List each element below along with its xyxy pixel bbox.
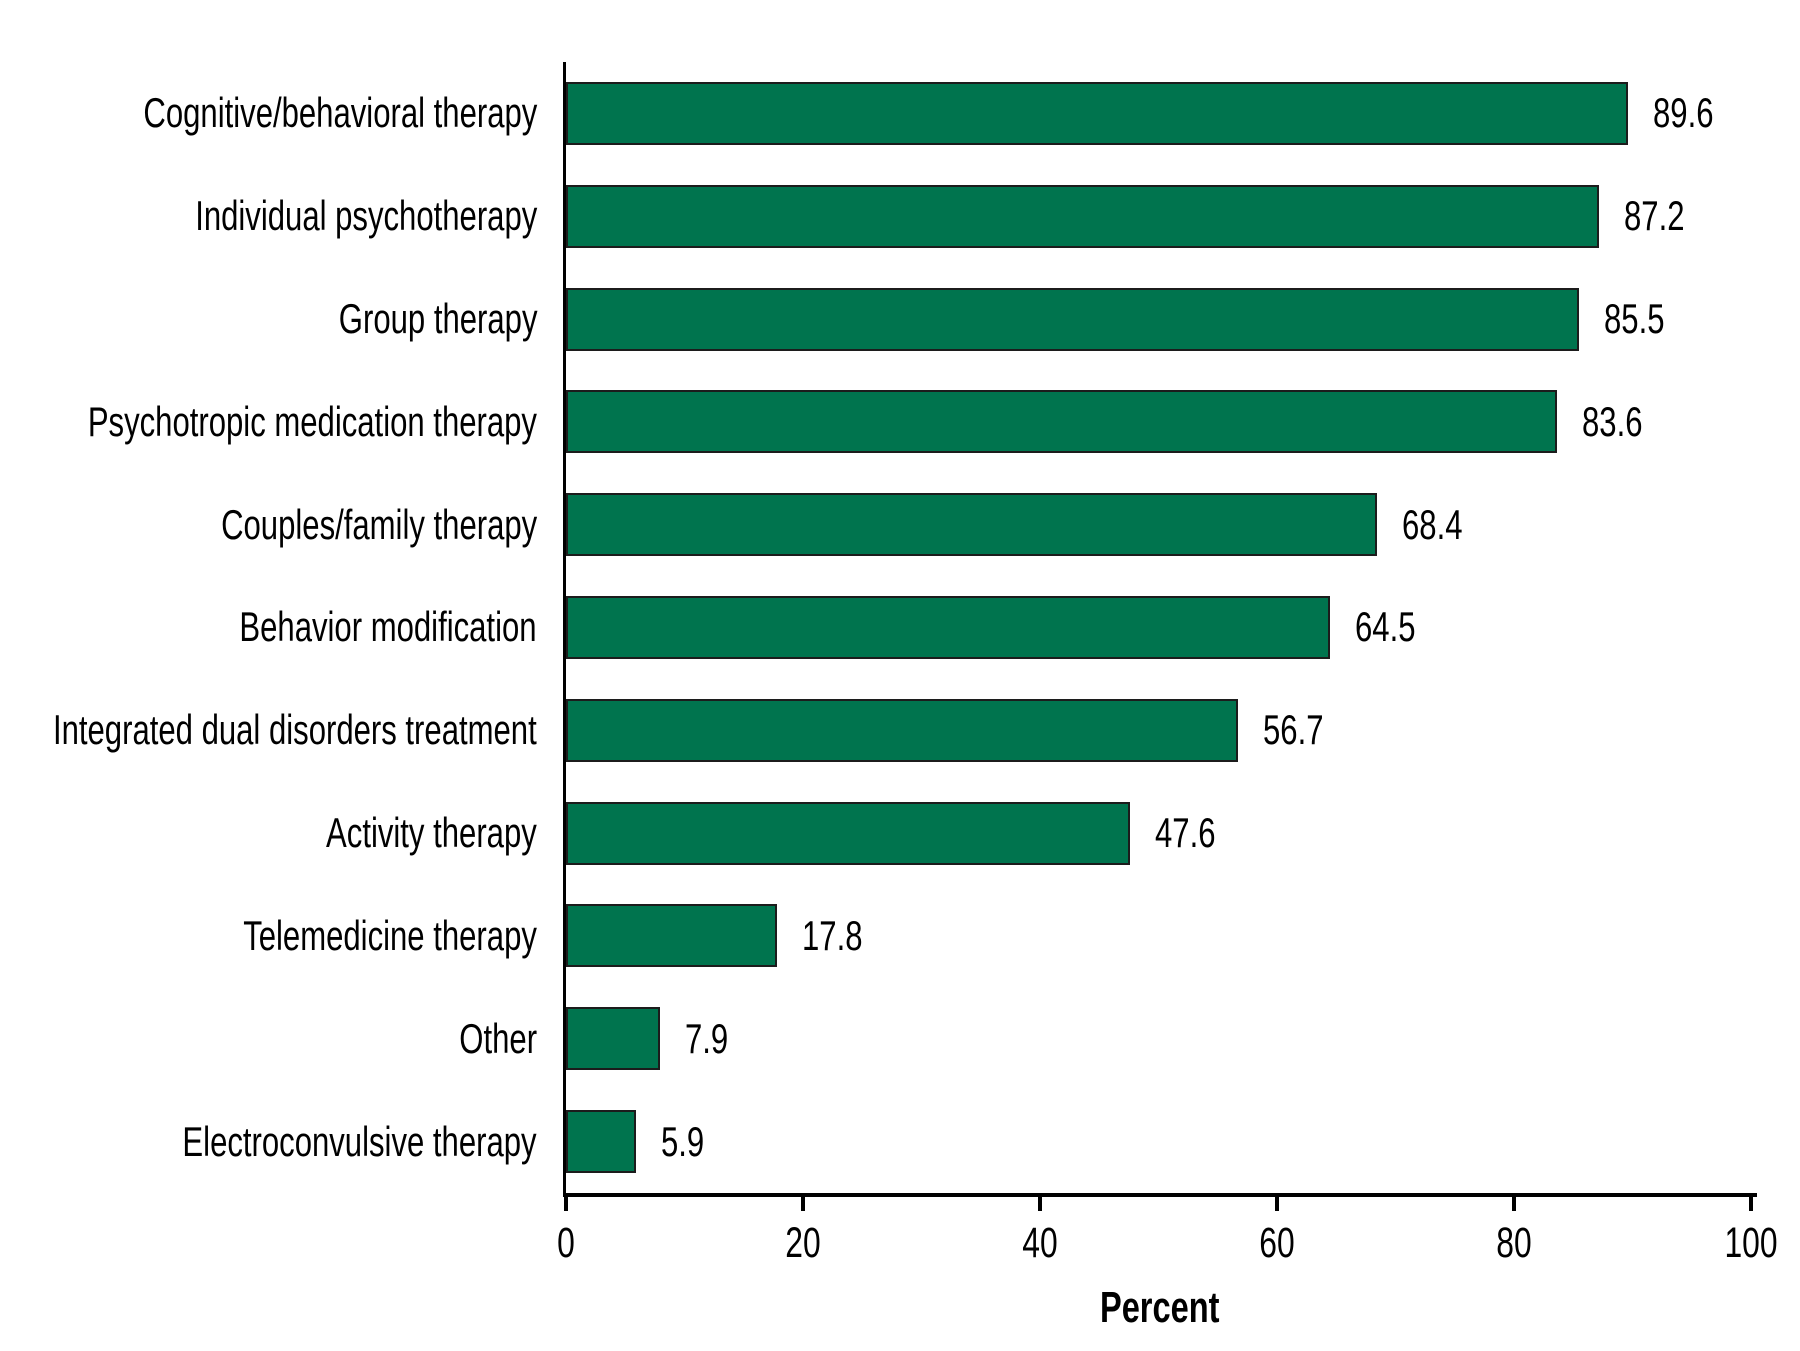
x-axis-tick-label: 60	[1253, 1219, 1301, 1268]
category-label: Other	[459, 1014, 537, 1062]
bar-value-label: 89.6	[1653, 89, 1735, 137]
bar-value-label: 85.5	[1604, 295, 1686, 343]
bar-value-label: 56.7	[1263, 706, 1345, 754]
bar	[566, 595, 1331, 659]
bar-value-text: 47.6	[1155, 809, 1216, 857]
bar-row: 68.4	[566, 473, 1751, 576]
bar-value-label: 17.8	[802, 912, 884, 960]
bar	[566, 184, 1600, 248]
bar-row: 83.6	[566, 370, 1751, 473]
bar	[566, 1007, 660, 1071]
bar-value-text: 64.5	[1355, 603, 1416, 651]
x-axis-tick-label: 100	[1715, 1219, 1787, 1268]
bar-value-label: 64.5	[1355, 603, 1437, 651]
bar-value-text: 87.2	[1624, 192, 1685, 240]
bar	[566, 1110, 636, 1174]
category-cell: Integrated dual disorders treatment	[0, 679, 537, 782]
bar-value-text: 5.9	[660, 1117, 705, 1165]
category-label: Electroconvulsive therapy	[182, 1117, 537, 1165]
bar-value-text: 83.6	[1581, 397, 1643, 445]
y-axis-spine	[563, 62, 566, 1197]
bar-row: 85.5	[566, 268, 1751, 371]
bar-value-text: 89.6	[1652, 89, 1714, 137]
category-cell: Couples/family therapy	[0, 473, 537, 576]
bar-row: 17.8	[566, 885, 1751, 988]
bar-row: 5.9	[566, 1090, 1751, 1193]
category-cell: Behavior modification	[0, 576, 537, 679]
bar-value-label: 47.6	[1155, 809, 1237, 857]
category-cell: Telemedicine therapy	[0, 885, 537, 988]
x-axis-tick-label-layer: 0 20 40 60 80 100	[557, 1219, 1777, 1268]
bar-value-text: 85.5	[1604, 295, 1665, 343]
x-axis-tick-label: 0	[554, 1219, 578, 1268]
x-axis-tick	[801, 1197, 805, 1211]
category-cell: Individual psychotherapy	[0, 165, 537, 268]
bar-value-label: 68.4	[1402, 501, 1484, 549]
x-axis-tick	[1749, 1197, 1753, 1211]
category-cell: Activity therapy	[0, 782, 537, 885]
bar-value-text: 68.4	[1401, 500, 1463, 548]
bar	[566, 287, 1580, 351]
x-axis-line	[563, 1193, 1757, 1197]
x-axis-tick	[1512, 1197, 1516, 1211]
bar-value-text: 17.8	[801, 911, 863, 959]
bar-row: 64.5	[566, 576, 1751, 679]
bar-row: 87.2	[566, 165, 1751, 268]
x-axis-tick-label-text: 40	[1022, 1219, 1058, 1267]
x-axis-tick-label-text: 60	[1259, 1219, 1295, 1267]
x-axis-tick	[1275, 1197, 1279, 1211]
bar-row: 47.6	[566, 782, 1751, 885]
category-cell: Group therapy	[0, 268, 537, 371]
x-axis-tick-label-text: 100	[1724, 1219, 1778, 1267]
plot-area: 89.6 87.2 85.5 83.6 68.4	[566, 62, 1751, 1193]
bar-value-label: 5.9	[661, 1118, 719, 1166]
x-axis-tick-label: 80	[1490, 1219, 1538, 1268]
category-label-column: Cognitive/behavioral therapy Individual …	[0, 62, 537, 1193]
category-label: Psychotropic medication therapy	[87, 397, 537, 445]
bar-row: 7.9	[566, 987, 1751, 1090]
x-axis-title: Percent	[563, 1283, 1757, 1333]
category-label: Activity therapy	[326, 809, 537, 857]
x-axis-tick-layer	[564, 1197, 1753, 1211]
category-label: Cognitive/behavioral therapy	[143, 89, 537, 137]
bar	[566, 801, 1131, 865]
bar-value-text: 56.7	[1262, 706, 1324, 754]
category-cell: Electroconvulsive therapy	[0, 1090, 537, 1193]
bar	[566, 390, 1557, 454]
bar-value-text: 7.9	[684, 1014, 728, 1062]
x-axis-tick	[1038, 1197, 1042, 1211]
x-axis-tick-label-text: 20	[785, 1219, 821, 1267]
bar-row: 89.6	[566, 62, 1751, 165]
bar-value-label: 83.6	[1582, 398, 1664, 446]
bar-value-label: 87.2	[1624, 192, 1706, 240]
x-axis-tick-label: 40	[1016, 1219, 1064, 1268]
x-axis-tick	[564, 1197, 568, 1211]
bar	[566, 81, 1628, 145]
x-axis-tick-label: 20	[779, 1219, 827, 1268]
category-label: Telemedicine therapy	[243, 911, 537, 959]
category-cell: Cognitive/behavioral therapy	[0, 62, 537, 165]
bar	[566, 904, 777, 968]
category-cell: Other	[0, 987, 537, 1090]
bar-value-label: 7.9	[685, 1015, 743, 1063]
x-axis-title-text: Percent	[1100, 1283, 1220, 1332]
category-label: Couples/family therapy	[220, 500, 537, 548]
category-label: Group therapy	[338, 295, 537, 343]
category-cell: Psychotropic medication therapy	[0, 370, 537, 473]
x-axis-tick-label-text: 80	[1496, 1219, 1532, 1267]
category-label: Behavior modification	[239, 603, 537, 651]
x-axis-tick-label-text: 0	[557, 1219, 575, 1267]
bar	[566, 493, 1377, 557]
bar	[566, 698, 1238, 762]
category-label: Integrated dual disorders treatment	[53, 706, 537, 754]
bar-row: 56.7	[566, 679, 1751, 782]
category-label: Individual psychotherapy	[194, 192, 537, 240]
